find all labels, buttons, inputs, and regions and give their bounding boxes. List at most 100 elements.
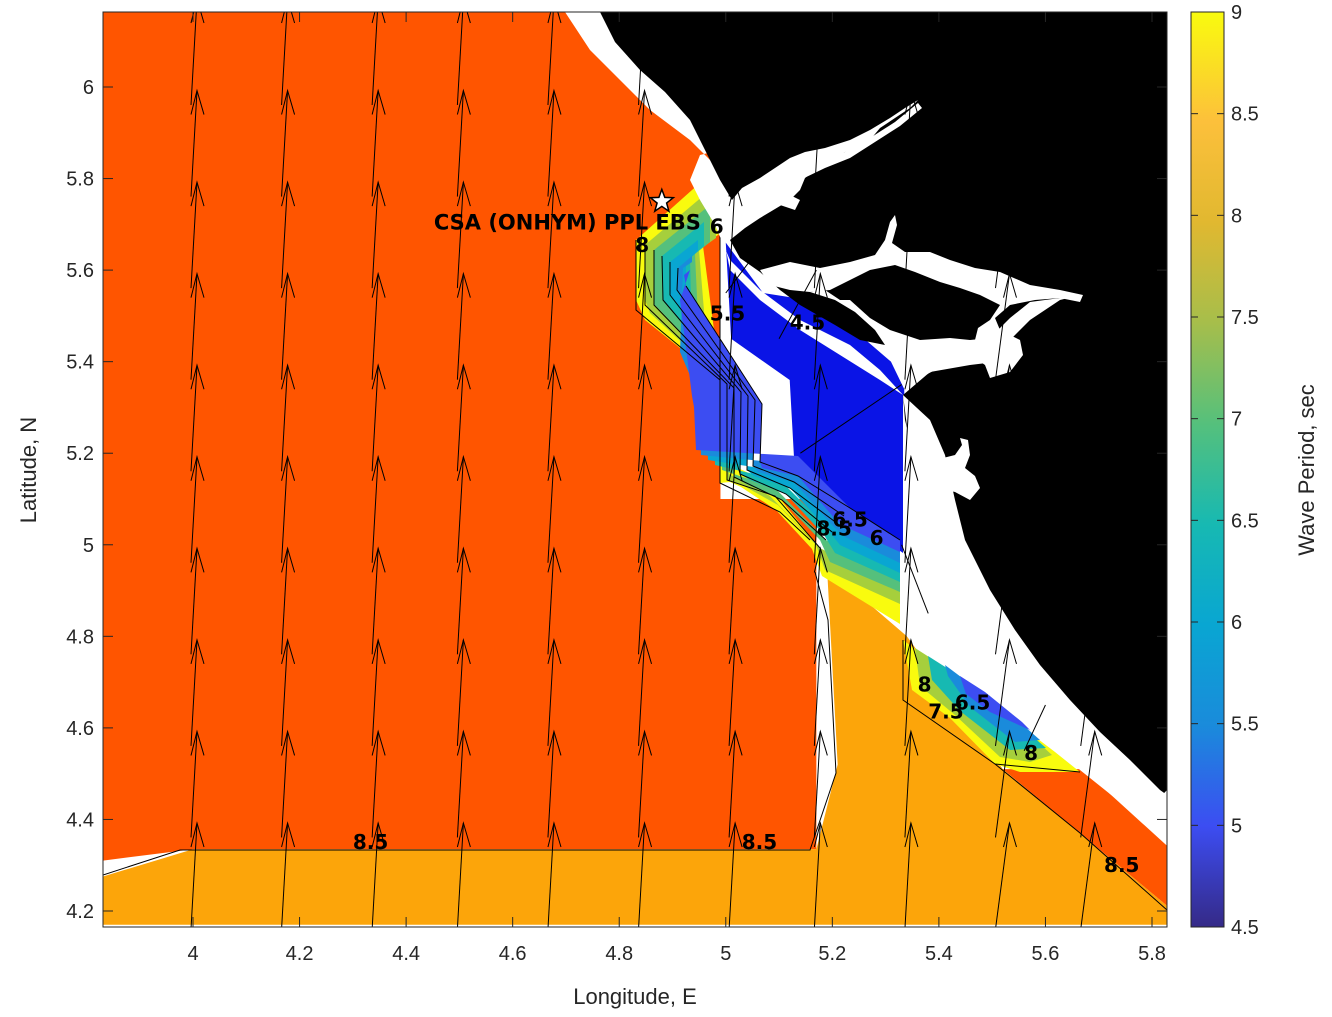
wave-vector bbox=[281, 363, 296, 472]
contour-label: 6.5 bbox=[955, 691, 990, 715]
river-channel-2 bbox=[760, 215, 1083, 378]
wave-vector bbox=[728, 271, 743, 380]
wave-vector bbox=[371, 546, 386, 655]
wave-vector bbox=[994, 180, 1017, 289]
wave-vector bbox=[904, 454, 919, 563]
wave-vector bbox=[904, 637, 919, 746]
wave-vector bbox=[281, 729, 296, 838]
wave-vector bbox=[638, 637, 653, 746]
wave-vector bbox=[190, 88, 205, 197]
x-tick-label: 4 bbox=[187, 943, 198, 965]
region-2 bbox=[725, 242, 905, 554]
wave-vector bbox=[638, 546, 653, 655]
wave-vector bbox=[994, 546, 1017, 655]
contour-label: 7.5 bbox=[928, 700, 963, 724]
contour-label: 4.5 bbox=[790, 311, 825, 335]
contour-bands bbox=[636, 165, 1080, 772]
wave-vector bbox=[456, 729, 471, 838]
wave-vector bbox=[638, 821, 653, 927]
wave-vector bbox=[904, 363, 919, 472]
x-tick-label: 5.4 bbox=[925, 943, 953, 965]
wave-vector bbox=[190, 363, 205, 472]
wave-vector bbox=[728, 454, 743, 563]
x-tick-label: 5 bbox=[720, 943, 731, 965]
wave-vector bbox=[1080, 637, 1103, 746]
wave-vector bbox=[1080, 729, 1103, 838]
y-tick-label: 4.4 bbox=[66, 809, 94, 831]
y-tick-label: 5.8 bbox=[66, 169, 94, 191]
wave-vector bbox=[547, 12, 562, 106]
colorbar-tick-label: 8 bbox=[1231, 205, 1242, 227]
land-polygon bbox=[600, 12, 1167, 808]
wave-vector bbox=[638, 454, 653, 563]
coast-strip bbox=[903, 395, 1167, 840]
wave-vector bbox=[456, 454, 471, 563]
wave-vector bbox=[813, 454, 828, 563]
wave-vector bbox=[371, 821, 386, 927]
wave-vector bbox=[638, 271, 653, 380]
colorbar-gradient bbox=[1190, 11, 1225, 928]
site-label: CSA (ONHYM) PPL EBS bbox=[434, 210, 701, 234]
wave-vector bbox=[281, 637, 296, 746]
wave-vector bbox=[371, 88, 386, 197]
wave-vector bbox=[728, 363, 743, 472]
wave-vector bbox=[638, 363, 653, 472]
contour-label: 8.5 bbox=[353, 830, 388, 854]
contour-label: 6 bbox=[710, 214, 724, 238]
wave-vector bbox=[1080, 180, 1103, 289]
y-tick-label: 4.6 bbox=[66, 718, 94, 740]
contour-label: 8.5 bbox=[742, 830, 777, 854]
contour-label: 8 bbox=[918, 672, 932, 696]
wave-vector bbox=[371, 12, 386, 106]
wave-vector bbox=[547, 88, 562, 197]
star-icon bbox=[648, 187, 676, 213]
wave-vector bbox=[800, 384, 902, 454]
y-tick-label: 5 bbox=[83, 535, 94, 557]
wave-vector bbox=[547, 271, 562, 380]
y-tick-label: 4.8 bbox=[66, 626, 94, 648]
wave-vector bbox=[728, 729, 743, 838]
wave-vector bbox=[728, 12, 743, 106]
wave-vector bbox=[456, 12, 471, 106]
wave-vector bbox=[904, 88, 919, 197]
contour-label: 8.5 bbox=[816, 517, 851, 541]
contour-label: 8 bbox=[635, 233, 649, 257]
y-tick-label: 5.2 bbox=[66, 443, 94, 465]
wave-vector bbox=[547, 821, 562, 927]
wave-vector bbox=[728, 546, 743, 655]
wave-vector bbox=[994, 271, 1017, 380]
wave-vector bbox=[904, 271, 919, 380]
wave-vector bbox=[904, 12, 919, 106]
wave-vector bbox=[281, 271, 296, 380]
wave-vector bbox=[638, 729, 653, 838]
x-tick-label: 4.4 bbox=[392, 943, 420, 965]
wave-vector bbox=[547, 454, 562, 563]
wave-vector bbox=[813, 12, 828, 106]
band-blue bbox=[680, 270, 900, 552]
wave-vector bbox=[547, 637, 562, 746]
wave-vector bbox=[456, 180, 471, 289]
wave-vector bbox=[994, 729, 1017, 838]
contour-label: 5.5 bbox=[710, 301, 745, 325]
wave-vector bbox=[547, 363, 562, 472]
wave-vector bbox=[904, 821, 919, 927]
wave-vector bbox=[190, 271, 205, 380]
wave-vector bbox=[728, 88, 743, 197]
x-axis-label: Longitude, E bbox=[573, 984, 697, 1009]
wave-vector bbox=[994, 363, 1017, 472]
wave-vector bbox=[371, 729, 386, 838]
y-axis: 4.2 4.4 4.6 4.8 5 5.2 5.4 5.6 5.8 6 bbox=[66, 77, 1167, 923]
river-channel-1 bbox=[730, 103, 922, 215]
wave-vector bbox=[456, 271, 471, 380]
contour-label: 8.5 bbox=[1104, 853, 1139, 877]
band-south-darkblue bbox=[960, 676, 1030, 730]
colorbar: 4.5 5 5.5 6 6.5 7 7.5 8 8.5 9 Wave Period, sec bbox=[1190, 2, 1319, 939]
contour-label: 6 bbox=[870, 526, 884, 550]
site-marker: CSA (ONHYM) PPL EBS bbox=[434, 187, 701, 234]
wave-vector bbox=[638, 180, 653, 289]
wave-vector bbox=[190, 637, 205, 746]
y-tick-label: 5.4 bbox=[66, 352, 94, 374]
wave-vector bbox=[456, 88, 471, 197]
contour-label: 8 bbox=[1024, 741, 1038, 765]
